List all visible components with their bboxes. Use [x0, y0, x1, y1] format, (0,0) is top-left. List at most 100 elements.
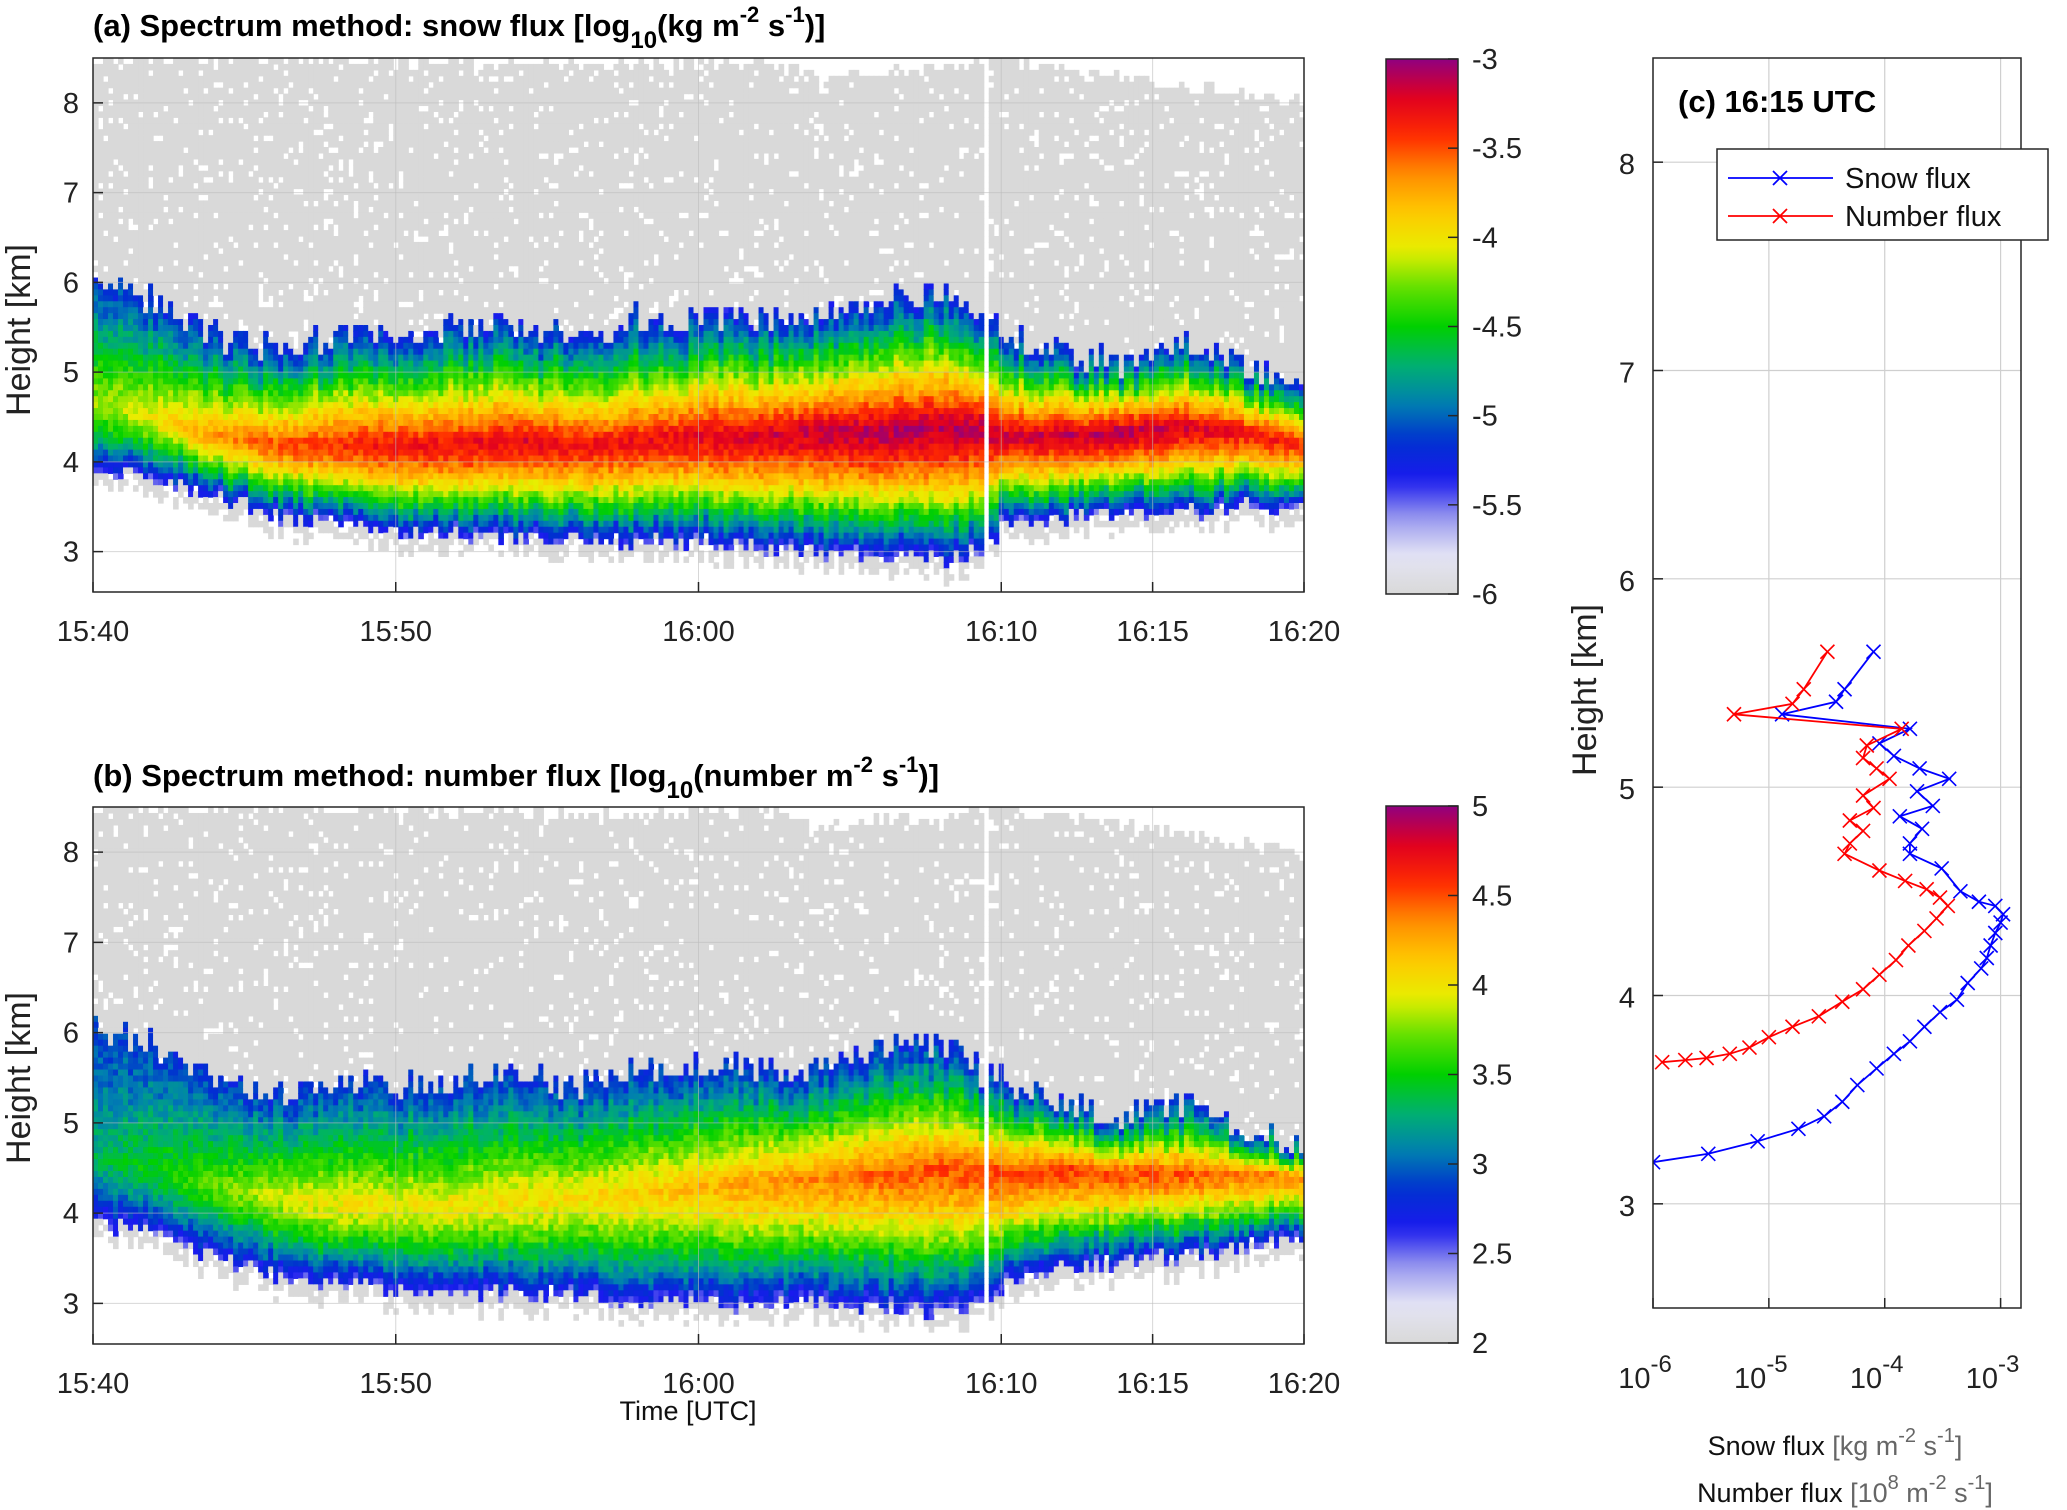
- a-heatmap-cell: [108, 307, 114, 314]
- a-heatmap-cell: [118, 236, 124, 243]
- a-heatmap-cell: [308, 236, 314, 243]
- a-heatmap-cell: [93, 437, 99, 445]
- a-heatmap-cell: [413, 485, 419, 492]
- a-heatmap-cell: [433, 253, 439, 261]
- a-heatmap-cell: [293, 164, 299, 172]
- a-heatmap-cell: [298, 283, 304, 290]
- a-heatmap-cell: [198, 105, 204, 112]
- a-heatmap-cell: [233, 152, 239, 160]
- a-heatmap-cell: [388, 58, 394, 65]
- a-heatmap-cell: [388, 63, 394, 71]
- a-heatmap-cell: [423, 514, 429, 522]
- a-heatmap-cell: [298, 419, 304, 427]
- a-heatmap-cell: [378, 473, 384, 480]
- a-heatmap-cell: [278, 230, 284, 237]
- a-heatmap-cell: [238, 443, 244, 451]
- a-heatmap-cell: [253, 63, 259, 71]
- a-heatmap-cell: [278, 514, 284, 522]
- a-heatmap-cell: [258, 164, 264, 172]
- a-heatmap-cell: [228, 188, 234, 196]
- a-heatmap-cell: [263, 152, 269, 160]
- a-heatmap-cell: [383, 164, 389, 172]
- a-heatmap-cell: [268, 81, 274, 89]
- a-heatmap-cell: [93, 473, 99, 480]
- a-heatmap-cell: [158, 449, 164, 457]
- a-heatmap-cell: [173, 503, 179, 510]
- a-heatmap-cell: [193, 123, 199, 130]
- a-heatmap-cell: [133, 230, 139, 237]
- a-heatmap-cell: [253, 176, 259, 184]
- a-heatmap-cell: [293, 135, 299, 142]
- a-heatmap-cell: [128, 366, 134, 374]
- a-heatmap-cell: [418, 301, 424, 308]
- a-heatmap-cell: [283, 520, 289, 528]
- a-heatmap-cell: [223, 390, 229, 397]
- a-heatmap-cell: [358, 200, 364, 207]
- a-heatmap-cell: [353, 372, 359, 379]
- a-heatmap-cell: [378, 449, 384, 457]
- a-heatmap-cell: [313, 414, 319, 421]
- a-heatmap-cell: [128, 117, 134, 124]
- a-heatmap-cell: [183, 129, 189, 136]
- a-heatmap-cell: [93, 295, 99, 302]
- a-heatmap-cell: [248, 408, 254, 415]
- a-heatmap-cell: [408, 295, 414, 302]
- a-heatmap-cell: [188, 230, 194, 237]
- a-heatmap-cell: [123, 390, 129, 397]
- a-heatmap-cell: [148, 283, 154, 290]
- a-heatmap-cell: [108, 283, 114, 290]
- a-heatmap-cell: [213, 176, 219, 184]
- a-heatmap-cell: [103, 200, 109, 207]
- a-heatmap-cell: [208, 206, 214, 213]
- a-heatmap-cell: [353, 402, 359, 409]
- a-heatmap-cell: [228, 105, 234, 112]
- a-heatmap-cell: [218, 283, 224, 290]
- a-heatmap-cell: [138, 58, 144, 65]
- a-heatmap-cell: [278, 520, 284, 528]
- a-heatmap-cell: [228, 147, 234, 154]
- a-heatmap-cell: [368, 503, 374, 510]
- a-heatmap-cell: [288, 414, 294, 421]
- a-heatmap-cell: [248, 503, 254, 510]
- a-heatmap-cell: [338, 247, 344, 255]
- a-heatmap-cell: [243, 69, 249, 77]
- a-heatmap-cell: [288, 247, 294, 255]
- a-heatmap-cell: [168, 384, 174, 391]
- a-heatmap-cell: [388, 93, 394, 101]
- a-heatmap-cell: [108, 265, 114, 273]
- a-heatmap-cell: [203, 117, 209, 124]
- a-heatmap-cell: [373, 431, 379, 439]
- a-heatmap-cell: [118, 194, 124, 201]
- a-heatmap-cell: [193, 69, 199, 77]
- a-heatmap-cell: [403, 485, 409, 492]
- a-heatmap-cell: [278, 170, 284, 178]
- a-heatmap-cell: [273, 354, 279, 362]
- a-heatmap-cell: [218, 307, 224, 314]
- a-heatmap-cell: [203, 307, 209, 314]
- a-heatmap-cell: [318, 135, 324, 142]
- a-heatmap-cell: [323, 87, 329, 95]
- a-heatmap-cell: [198, 336, 204, 344]
- a-heatmap-cell: [388, 497, 394, 504]
- a-heatmap-cell: [243, 206, 249, 213]
- a-heatmap-cell: [403, 372, 409, 379]
- a-heatmap-cell: [388, 283, 394, 290]
- a-heatmap-cell: [153, 419, 159, 427]
- a-heatmap-cell: [138, 449, 144, 457]
- a-heatmap-cell: [248, 372, 254, 379]
- a-heatmap-cell: [373, 354, 379, 362]
- a-heatmap-cell: [398, 63, 404, 71]
- a-heatmap-cell: [188, 479, 194, 486]
- a-heatmap-cell: [98, 111, 104, 118]
- a-heatmap-cell: [223, 212, 229, 219]
- a-heatmap-cell: [238, 141, 244, 148]
- a-heatmap-cell: [273, 58, 279, 65]
- a-heatmap-cell: [288, 473, 294, 480]
- a-heatmap-cell: [313, 497, 319, 504]
- a-heatmap-cell: [318, 147, 324, 154]
- a-heatmap-cell: [103, 176, 109, 184]
- a-heatmap-cell: [418, 336, 424, 344]
- a-heatmap-cell: [333, 206, 339, 213]
- a-heatmap-cell: [313, 117, 319, 124]
- a-heatmap-cell: [383, 123, 389, 130]
